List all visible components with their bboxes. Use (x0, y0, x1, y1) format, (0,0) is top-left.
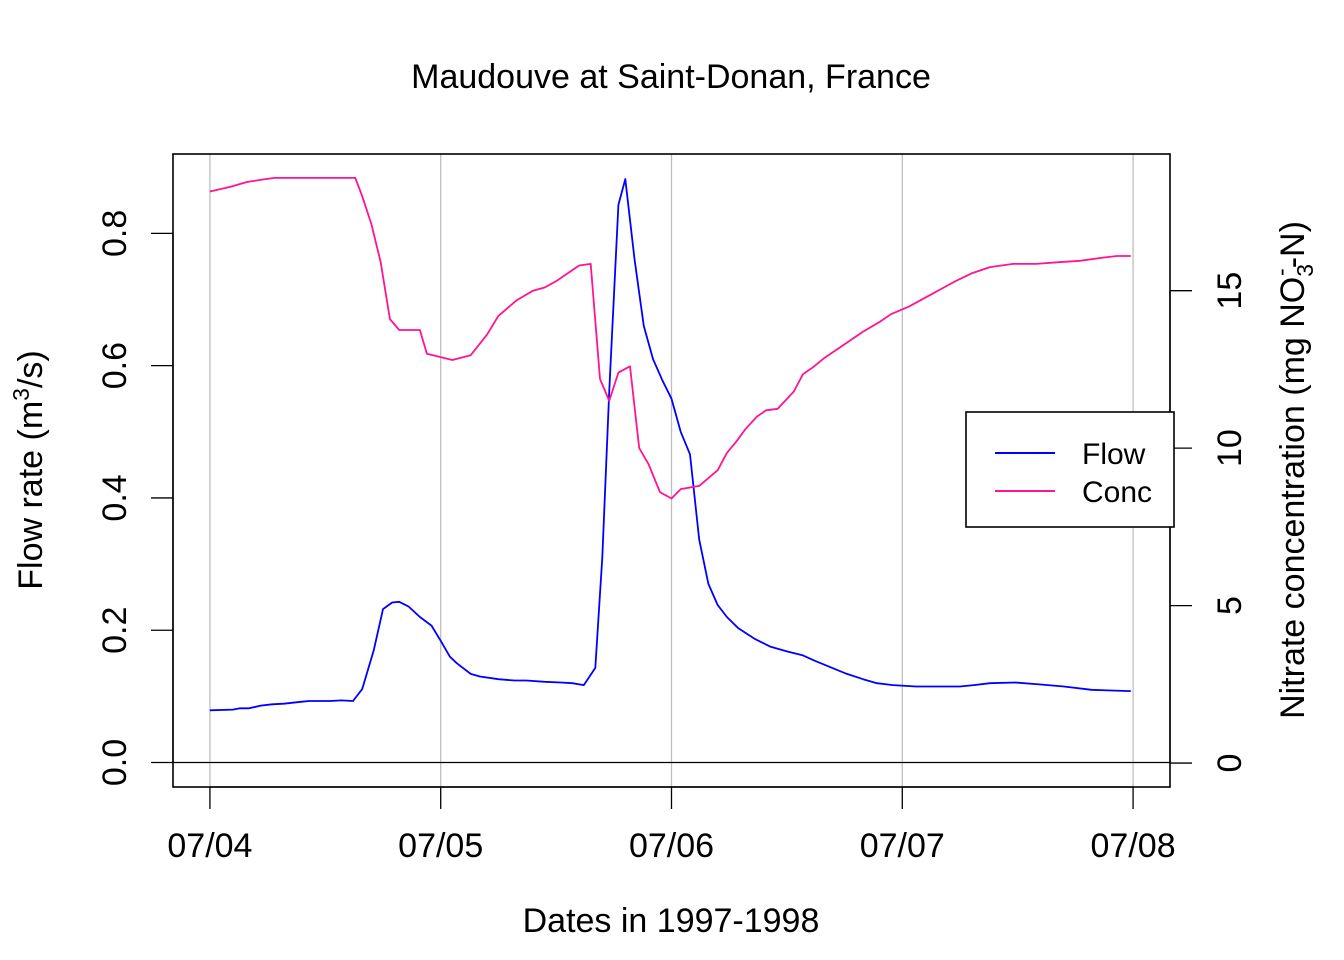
left-y-axis: 0.0 0.2 0.4 0.6 0.8 (96, 210, 174, 786)
right-y-axis-label-subscript: 3 (1292, 264, 1318, 277)
right-y-axis-label-superscript: - (1268, 268, 1294, 276)
x-axis-label: Dates in 1997-1998 (523, 902, 820, 940)
series-line-conc (209, 176, 1131, 500)
x-axis: 07/04 07/05 07/06 07/07 07/08 (167, 786, 1176, 865)
legend-label-conc: Conc (1082, 476, 1152, 509)
legend: Flow Conc (965, 411, 1175, 528)
right-y-tick-label-3: 15 (1211, 272, 1249, 310)
x-tick-label-3: 07/07 (860, 827, 945, 865)
legend-box (965, 411, 1175, 528)
x-tick-label-2: 07/06 (629, 827, 714, 865)
left-y-axis-label-main: Flow rate (m (12, 401, 50, 590)
right-y-tick-label-2: 10 (1211, 429, 1249, 467)
right-y-axis-label: Nitrate concentration (mg NO3--N) (1268, 221, 1318, 719)
left-y-tick-label-0: 0.0 (96, 739, 134, 786)
series-layer (209, 176, 1131, 712)
left-y-tick-label-2: 0.4 (96, 474, 134, 521)
legend-label-flow: Flow (1082, 438, 1146, 471)
x-tick-label-1: 07/05 (398, 827, 483, 865)
right-y-tick-label-1: 5 (1211, 596, 1249, 615)
left-y-axis-label-superscript: 3 (8, 388, 34, 401)
x-tick-label-4: 07/08 (1091, 827, 1176, 865)
x-tick-label-0: 07/04 (167, 827, 252, 865)
chart-title: Maudouve at Saint-Donan, France (411, 58, 931, 96)
left-y-tick-label-3: 0.6 (96, 342, 134, 389)
right-y-axis-label-main: Nitrate concentration (mg NO (1274, 277, 1312, 719)
right-y-axis-label-end: -N) (1274, 221, 1312, 268)
left-y-tick-label-1: 0.2 (96, 607, 134, 654)
left-y-tick-label-4: 0.8 (96, 210, 134, 257)
series-line-flow (209, 178, 1131, 712)
left-y-axis-label: Flow rate (m3/s) (8, 350, 50, 590)
left-y-axis-label-end: /s) (12, 350, 50, 388)
right-y-tick-label-0: 0 (1211, 754, 1249, 773)
right-y-axis: 0 5 10 15 (1169, 272, 1249, 773)
